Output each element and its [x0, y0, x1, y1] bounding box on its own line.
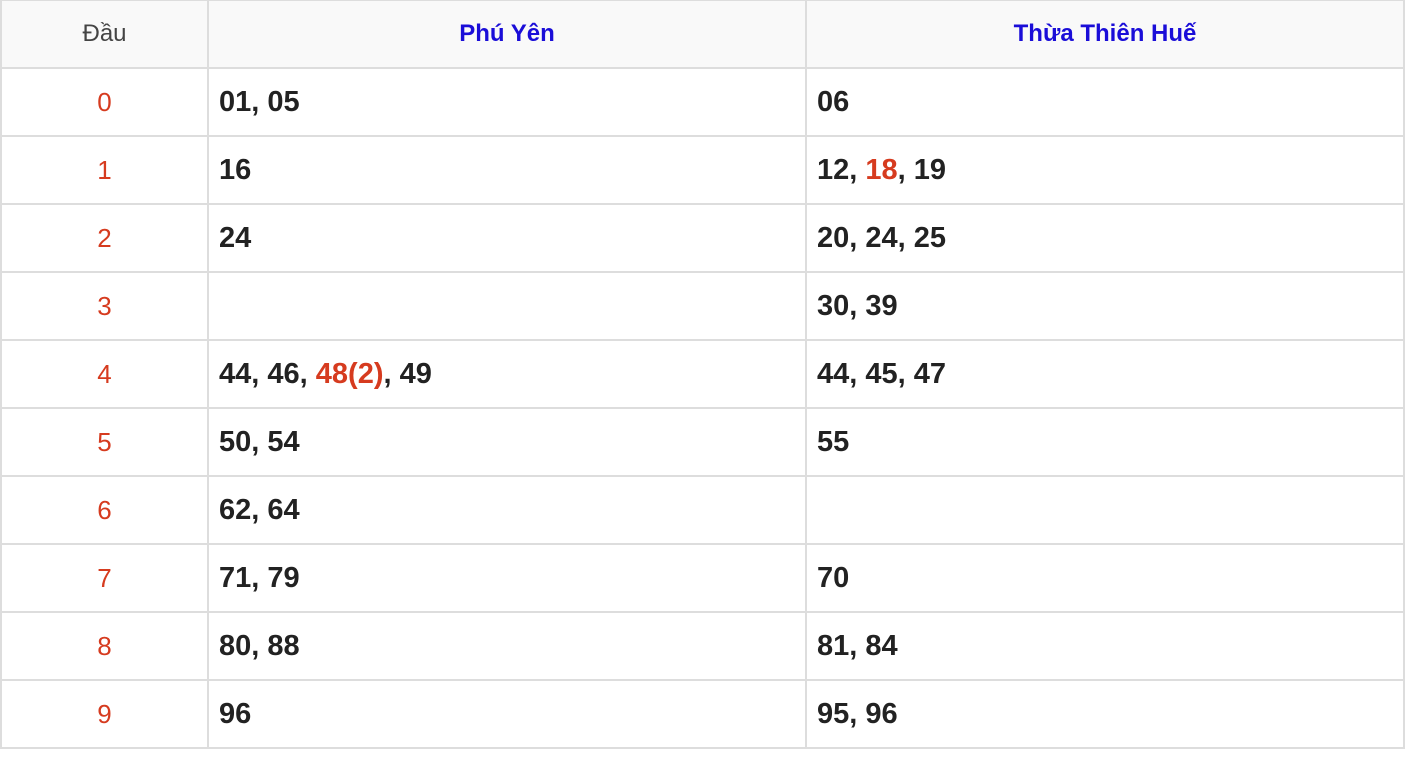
numbers-cell: 44, 45, 47 [805, 339, 1405, 409]
separator: , [849, 357, 866, 390]
separator: , [251, 425, 268, 458]
numbers-cell: 44, 46, 48(2), 49 [207, 339, 807, 409]
numbers-cell: 06 [805, 67, 1405, 137]
table-row: 7 71, 79 70 [0, 543, 1405, 613]
numbers-cell: 50, 54 [207, 407, 807, 477]
separator: , [897, 221, 914, 254]
dau-cell: 4 [0, 339, 209, 409]
number: 06 [817, 85, 850, 118]
number: 44 [817, 357, 850, 390]
table-row: 1 16 12, 18, 19 [0, 135, 1405, 205]
separator: , [251, 357, 268, 390]
number-highlighted: 48(2) [315, 357, 384, 390]
numbers-cell [207, 271, 807, 341]
number: 81 [817, 629, 850, 662]
number: 16 [219, 153, 252, 186]
table-row: 6 62, 64 [0, 475, 1405, 545]
number: 01 [219, 85, 252, 118]
dau-cell: 0 [0, 67, 209, 137]
number: 39 [865, 289, 898, 322]
numbers-cell: 71, 79 [207, 543, 807, 613]
table-row: 2 24 20, 24, 25 [0, 203, 1405, 273]
separator: , [849, 629, 866, 662]
table-row: 8 80, 88 81, 84 [0, 611, 1405, 681]
separator: , [849, 221, 866, 254]
number: 25 [913, 221, 947, 254]
number: 50 [219, 425, 252, 458]
numbers-cell: 24 [207, 203, 807, 273]
number: 24 [865, 221, 898, 254]
table-row: 9 96 95, 96 [0, 679, 1405, 749]
number: 45 [865, 357, 898, 390]
number: 55 [817, 425, 850, 458]
dau-cell: 7 [0, 543, 209, 613]
numbers-cell: 70 [805, 543, 1405, 613]
numbers-cell: 96 [207, 679, 807, 749]
separator: , [251, 561, 268, 594]
separator: , [251, 629, 268, 662]
number: 46 [267, 357, 300, 390]
number: 80 [219, 629, 252, 662]
dau-cell: 3 [0, 271, 209, 341]
numbers-cell: 80, 88 [207, 611, 807, 681]
dau-cell: 9 [0, 679, 209, 749]
header-row: Đầu Phú Yên Thừa Thiên Huế [0, 0, 1405, 69]
number: 79 [267, 561, 300, 594]
number: 19 [913, 153, 947, 186]
separator: , [897, 153, 914, 186]
numbers-cell: 55 [805, 407, 1405, 477]
number: 12 [817, 153, 850, 186]
separator: , [849, 697, 866, 730]
table-row: 0 01, 05 06 [0, 67, 1405, 137]
numbers-cell: 95, 96 [805, 679, 1405, 749]
numbers-cell: 30, 39 [805, 271, 1405, 341]
numbers-cell: 16 [207, 135, 807, 205]
separator: , [299, 357, 316, 390]
number: 96 [865, 697, 898, 730]
separator: , [383, 357, 400, 390]
numbers-cell: 01, 05 [207, 67, 807, 137]
header-phu-yen: Phú Yên [207, 0, 807, 69]
number: 05 [267, 85, 300, 118]
number: 30 [817, 289, 850, 322]
number: 64 [267, 493, 300, 526]
number: 62 [219, 493, 252, 526]
numbers-cell: 20, 24, 25 [805, 203, 1405, 273]
separator: , [897, 357, 914, 390]
numbers-cell: 81, 84 [805, 611, 1405, 681]
loto-head-table: Đầu Phú Yên Thừa Thiên Huế 0 01, 05 06 1 16 1… [0, 0, 1405, 749]
table-row: 5 50, 54 55 [0, 407, 1405, 477]
dau-cell: 6 [0, 475, 209, 545]
number: 95 [817, 697, 850, 730]
header-thua-thien-hue: Thừa Thiên Huế [805, 0, 1405, 69]
number: 44 [219, 357, 252, 390]
separator: , [251, 493, 268, 526]
table-row: 4 44, 46, 48(2), 49 44, 45, 47 [0, 339, 1405, 409]
number: 88 [267, 629, 300, 662]
separator: , [849, 289, 866, 322]
dau-cell: 1 [0, 135, 209, 205]
number: 24 [219, 221, 252, 254]
number: 71 [219, 561, 252, 594]
number: 20 [817, 221, 850, 254]
numbers-cell: 62, 64 [207, 475, 807, 545]
table-row: 3 30, 39 [0, 271, 1405, 341]
number: 84 [865, 629, 898, 662]
number: 47 [913, 357, 947, 390]
number: 96 [219, 697, 252, 730]
dau-cell: 5 [0, 407, 209, 477]
numbers-cell [805, 475, 1405, 545]
numbers-cell: 12, 18, 19 [805, 135, 1405, 205]
number: 49 [399, 357, 432, 390]
number: 70 [817, 561, 850, 594]
dau-cell: 8 [0, 611, 209, 681]
number: 54 [267, 425, 300, 458]
dau-cell: 2 [0, 203, 209, 273]
header-dau: Đầu [0, 0, 209, 69]
separator: , [251, 85, 268, 118]
separator: , [849, 153, 866, 186]
number-highlighted: 18 [865, 153, 898, 186]
